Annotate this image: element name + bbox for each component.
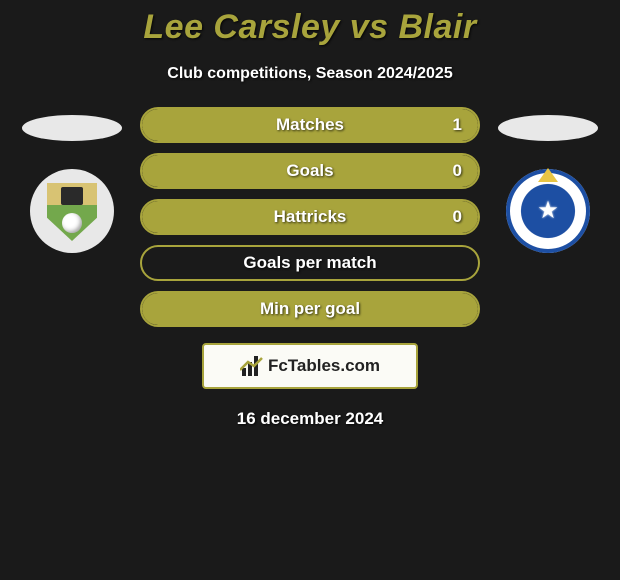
stat-bar: Min per goal	[140, 291, 480, 327]
stat-label: Goals per match	[142, 247, 478, 279]
stat-value: 1	[453, 109, 462, 141]
stat-label: Hattricks	[142, 201, 478, 233]
stat-value: 0	[453, 155, 462, 187]
bar-chart-icon	[240, 356, 264, 376]
stat-bar: Matches1	[140, 107, 480, 143]
shield-icon	[47, 183, 97, 241]
player-avatar-left	[22, 115, 122, 141]
player-avatar-right	[498, 115, 598, 141]
stat-label: Min per goal	[142, 293, 478, 325]
page-title: Lee Carsley vs Blair	[0, 8, 620, 47]
stat-value: 0	[453, 201, 462, 233]
stat-label: Matches	[142, 109, 478, 141]
stat-bar: Goals0	[140, 153, 480, 189]
left-side	[22, 115, 122, 253]
logo-text: FcTables.com	[268, 356, 380, 376]
generated-date: 16 december 2024	[0, 409, 620, 429]
site-logo[interactable]: FcTables.com	[202, 343, 418, 389]
stat-bar: Goals per match	[140, 245, 480, 281]
subtitle: Club competitions, Season 2024/2025	[0, 65, 620, 83]
stat-label: Goals	[142, 155, 478, 187]
stat-bar: Hattricks0	[140, 199, 480, 235]
content-row: Matches1Goals0Hattricks0Goals per matchM…	[0, 115, 620, 327]
stats-bars: Matches1Goals0Hattricks0Goals per matchM…	[140, 107, 480, 327]
right-side: ★	[498, 115, 598, 253]
club-crest-left	[30, 169, 114, 253]
comparison-widget: Lee Carsley vs Blair Club competitions, …	[0, 0, 620, 429]
star-icon: ★	[537, 196, 559, 225]
club-crest-right: ★	[506, 169, 590, 253]
